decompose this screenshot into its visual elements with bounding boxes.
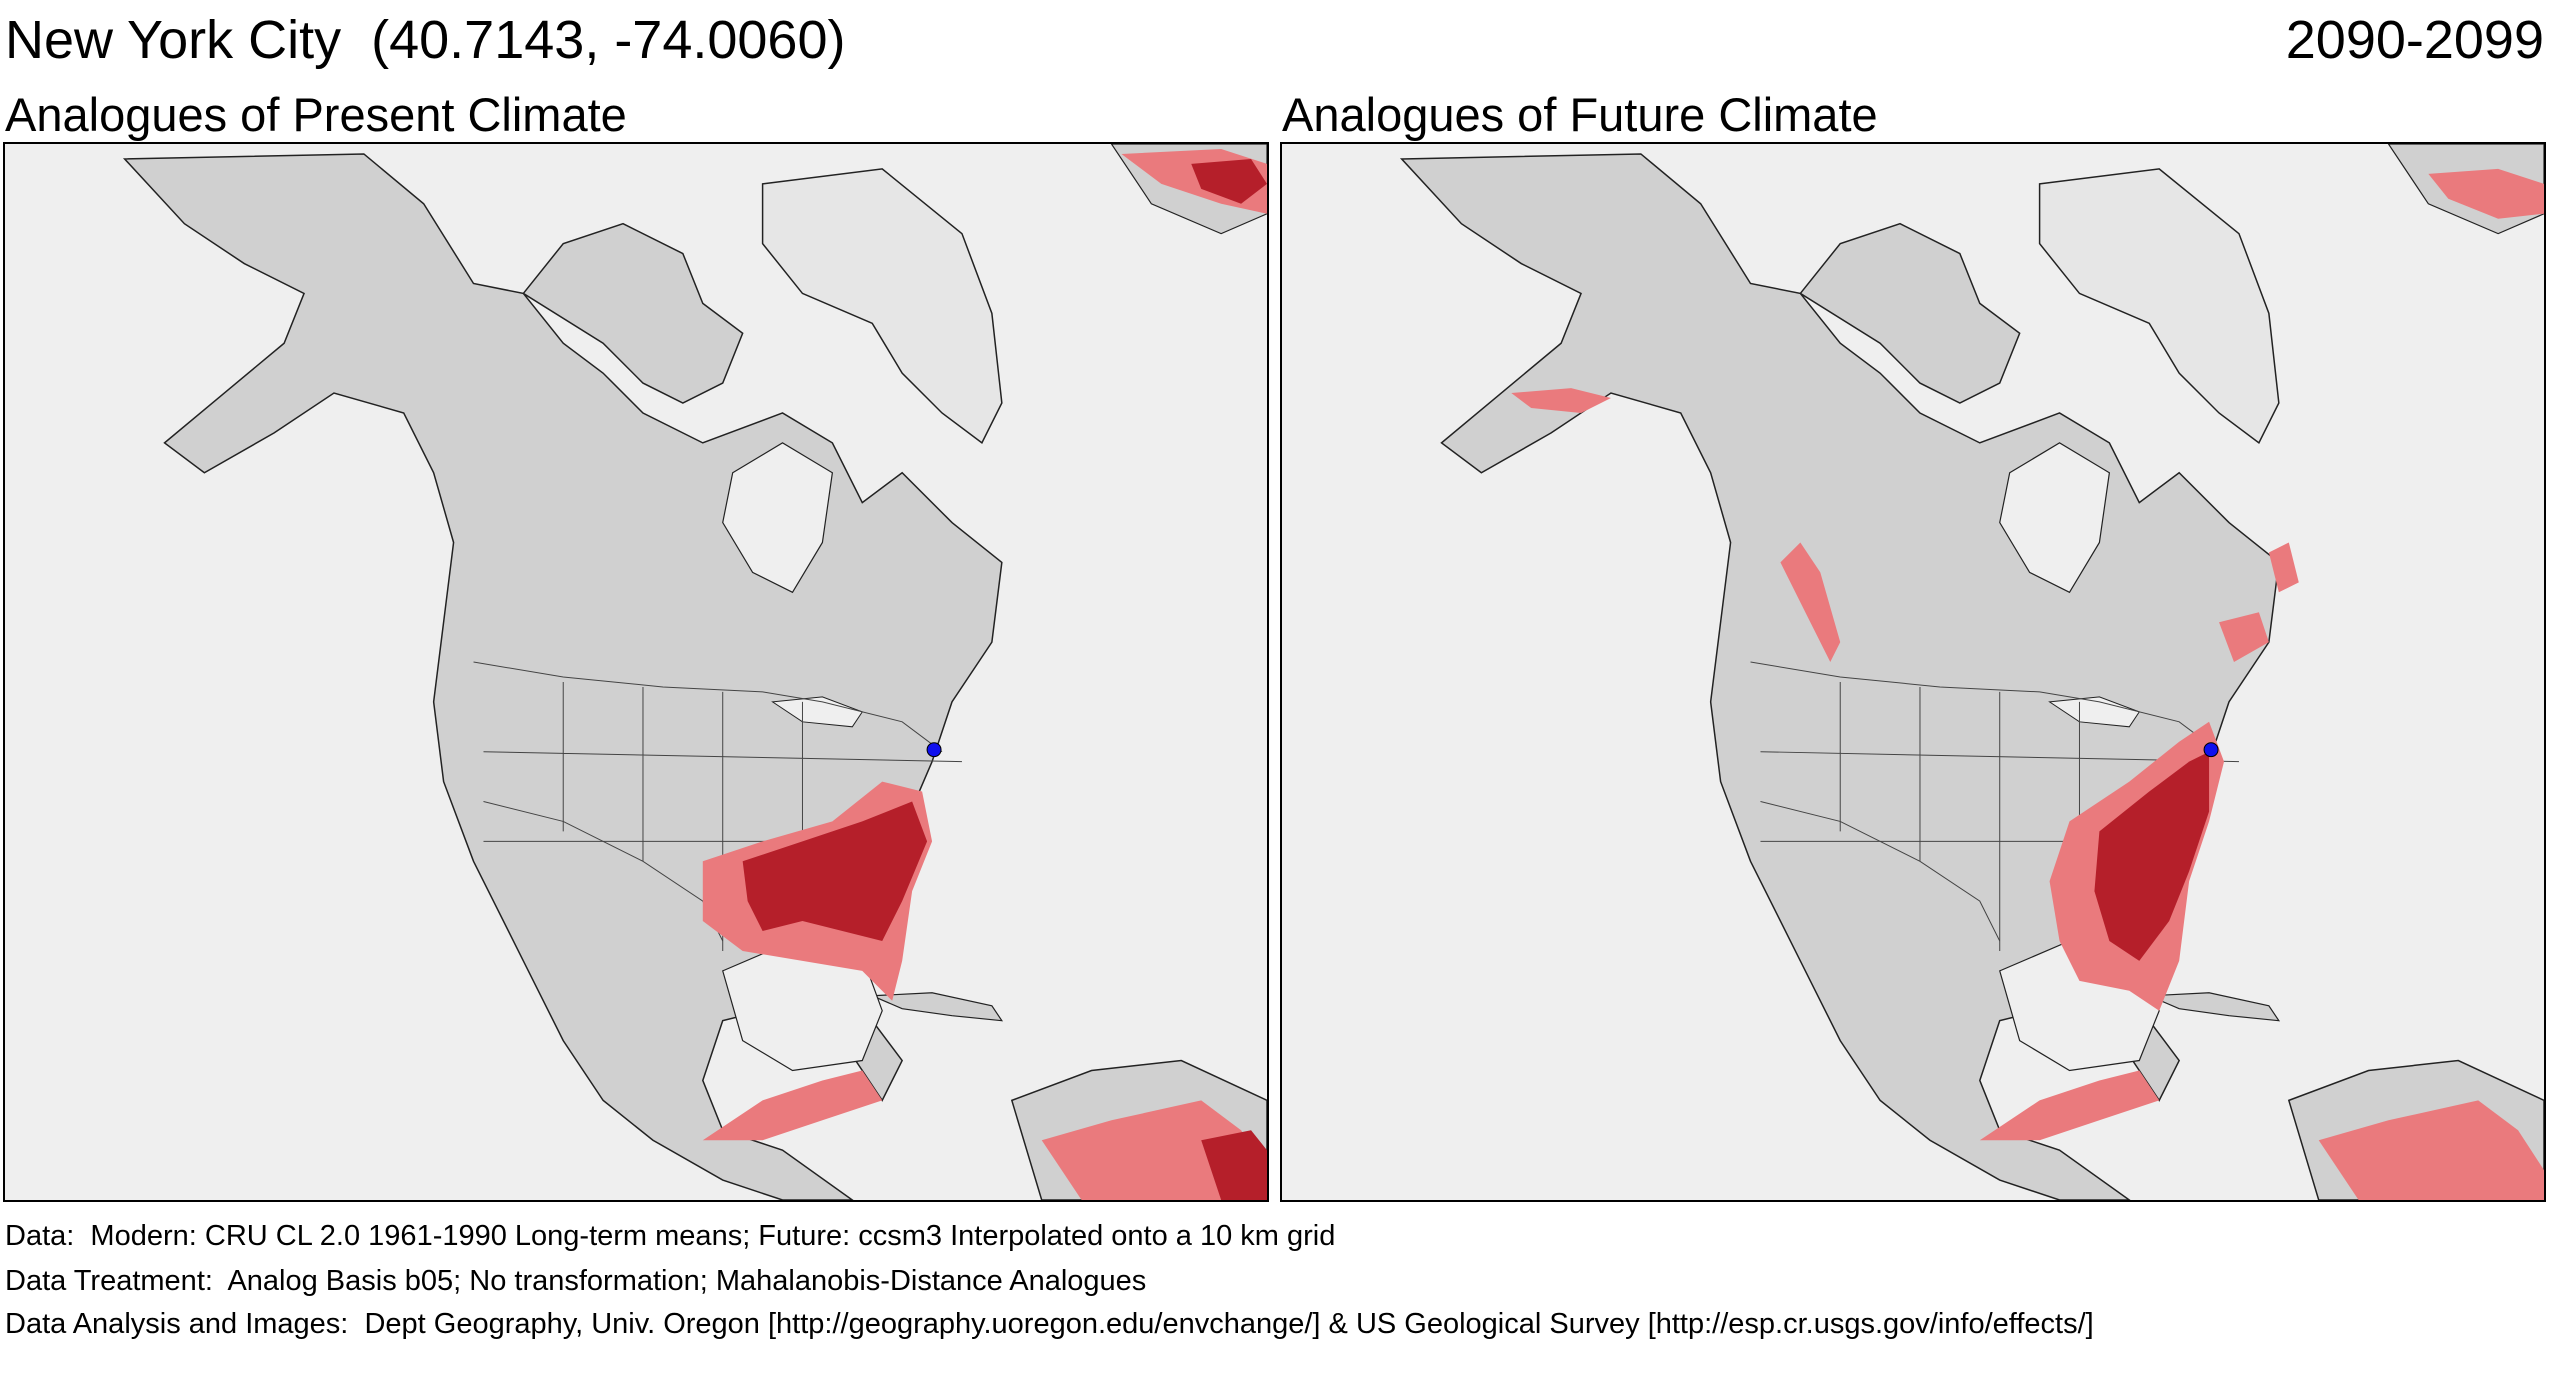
map-title-period: 2090-2099 <box>2285 10 2544 70</box>
map-future-climate <box>1280 142 2546 1202</box>
us-canada-border <box>473 661 943 753</box>
analog-weak-south-america <box>1041 1100 1267 1200</box>
political-borders <box>473 661 962 951</box>
panel-title-future: Analogues of Future Climate <box>1282 88 1878 141</box>
state-lines <box>483 681 962 951</box>
analog-areas-present <box>702 148 1267 1200</box>
site-marker-new-york <box>926 742 942 758</box>
footer-data-source: Data: Modern: CRU CL 2.0 1961-1990 Long-… <box>5 1220 1336 1252</box>
hudson-bay <box>1999 442 2111 594</box>
us-canada-border <box>1750 661 2220 753</box>
arctic-islands <box>1799 222 2021 404</box>
greenland <box>761 168 1003 445</box>
cuba <box>872 992 1004 1022</box>
analog-strong-east-coast <box>2094 751 2210 961</box>
analog-weak-newfoundland <box>2268 542 2299 593</box>
panel-title-present: Analogues of Present Climate <box>5 88 627 141</box>
analog-areas-future <box>1511 168 2544 1200</box>
greenland <box>2038 168 2280 445</box>
map-present-climate <box>3 142 1269 1202</box>
footer-data-analysis: Data Analysis and Images: Dept Geography… <box>5 1308 2094 1340</box>
cuba <box>2149 992 2281 1022</box>
analog-strong-southeast <box>742 801 928 941</box>
continent-land <box>122 144 1267 1200</box>
site-marker-new-york <box>2203 742 2219 758</box>
analog-weak-maritimes <box>2219 612 2269 663</box>
map-future-svg <box>1399 144 2544 1200</box>
arctic-islands <box>522 222 744 404</box>
analog-weak-rockies <box>1780 542 1841 663</box>
analog-weak-mexico <box>702 1070 883 1141</box>
analog-weak-russia <box>2428 168 2544 219</box>
great-lakes <box>2048 696 2141 728</box>
hudson-bay <box>722 442 834 594</box>
analog-weak-south-america <box>2318 1100 2544 1200</box>
analog-strong-south-america <box>1201 1130 1267 1200</box>
analog-weak-alaska <box>1511 388 1611 413</box>
map-title-location: New York City (40.7143, -74.0060) <box>5 10 846 70</box>
footer-data-treatment: Data Treatment: Analog Basis b05; No tra… <box>5 1265 1147 1297</box>
analog-weak-mexico <box>1979 1070 2160 1141</box>
great-lakes <box>771 696 864 728</box>
map-present-svg <box>122 144 1267 1200</box>
continent-land <box>1399 144 2544 1200</box>
analog-strong-russia <box>1191 158 1267 204</box>
